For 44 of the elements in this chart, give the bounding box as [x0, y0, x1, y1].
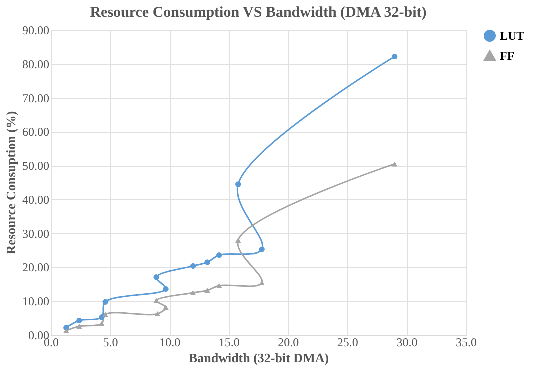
- point: [64, 325, 70, 331]
- y-tick-label: 40.00: [22, 192, 50, 207]
- point: [163, 305, 169, 310]
- chart-title: Resource Consumption VS Bandwidth (DMA 32-bit): [90, 5, 427, 21]
- legend-label: LUT: [500, 29, 525, 43]
- point: [190, 290, 196, 296]
- y-tick-label: 10.00: [22, 294, 50, 309]
- x-tick-label: 10.0: [160, 336, 181, 350]
- point: [102, 312, 108, 318]
- point: [154, 312, 160, 316]
- x-tick-label: 20.0: [278, 336, 300, 350]
- point: [392, 162, 398, 167]
- y-tick-label: 30.00: [22, 226, 50, 241]
- point: [154, 274, 160, 280]
- x-tick-label: 5.0: [103, 336, 118, 350]
- point: [204, 260, 210, 266]
- y-tick-label: 60.00: [22, 125, 50, 140]
- y-tick-label: 90.00: [22, 24, 50, 38]
- x-axis-title: Bandwidth (32-bit DMA): [188, 350, 330, 366]
- point: [216, 283, 222, 288]
- point: [204, 288, 210, 293]
- point: [76, 324, 82, 329]
- point: [190, 263, 196, 269]
- point: [76, 318, 82, 324]
- point: [236, 238, 242, 243]
- point: [216, 252, 222, 258]
- y-axis-title: Resource Consuption (%): [4, 111, 18, 255]
- legend-label: FF: [500, 49, 515, 63]
- x-tick-label: 25.0: [337, 336, 358, 350]
- point: [236, 182, 242, 188]
- point: [64, 328, 70, 334]
- point: [102, 299, 108, 305]
- x-tick-label: 15.0: [218, 336, 240, 350]
- x-tick-label: 35.0: [456, 336, 477, 350]
- y-tick-label: 20.00: [22, 260, 50, 275]
- y-tick-label: 80.00: [22, 57, 50, 72]
- y-tick-label: 50.00: [22, 159, 50, 174]
- point: [99, 314, 105, 320]
- point: [163, 286, 169, 292]
- point: [99, 321, 105, 326]
- point: [259, 246, 265, 252]
- y-tick-label: 70.00: [22, 91, 50, 106]
- point: [392, 54, 398, 60]
- x-tick-label: 30.0: [396, 336, 418, 350]
